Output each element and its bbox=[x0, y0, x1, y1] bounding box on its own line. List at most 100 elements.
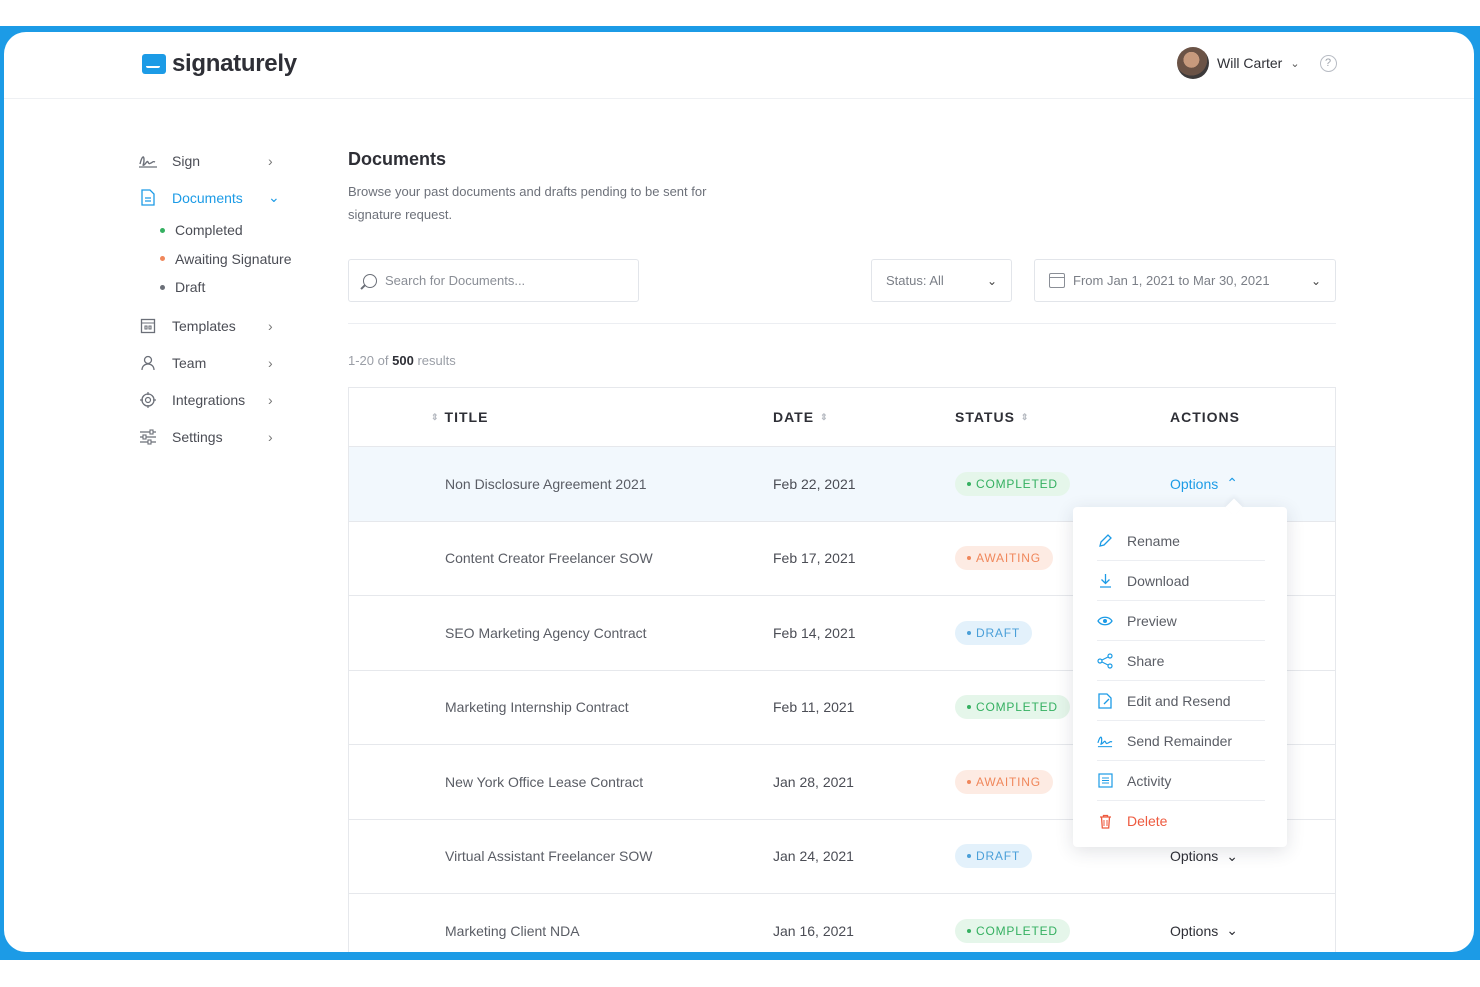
eye-icon bbox=[1097, 613, 1113, 629]
avatar[interactable] bbox=[1177, 47, 1209, 79]
table-row[interactable]: Virtual Assistant Freelancer SOW Jan 24,… bbox=[349, 820, 1335, 894]
pencil-icon bbox=[1097, 533, 1113, 549]
signature-icon bbox=[1097, 733, 1113, 749]
row-title[interactable]: Content Creator Freelancer SOW bbox=[445, 550, 653, 567]
status-filter[interactable]: Status: All ⌄ bbox=[871, 259, 1012, 302]
submenu-label: Draft bbox=[175, 279, 206, 296]
date-range-filter[interactable]: From Jan 1, 2021 to Mar 30, 2021 ⌄ bbox=[1034, 259, 1336, 302]
results-total: 500 bbox=[392, 353, 414, 368]
search-input[interactable] bbox=[385, 273, 615, 288]
sidebar-item-label: Settings bbox=[172, 429, 223, 445]
table-row[interactable]: SEO Marketing Agency Contract Feb 14, 20… bbox=[349, 596, 1335, 671]
sidebar-item-label: Templates bbox=[172, 318, 236, 334]
sidebar-item-sign[interactable]: Sign › bbox=[138, 142, 298, 179]
results-count: 1-20 of 500 results bbox=[348, 353, 456, 368]
menu-item-rename[interactable]: Rename bbox=[1097, 521, 1265, 561]
sort-icon[interactable]: ⇕ bbox=[820, 411, 828, 422]
row-title[interactable]: Virtual Assistant Freelancer SOW bbox=[445, 848, 653, 865]
brand-name: signaturely bbox=[172, 50, 297, 77]
table-row[interactable]: Marketing Client NDA Jan 16, 2021 COMPLE… bbox=[349, 894, 1335, 952]
menu-item-send-remainder[interactable]: Send Remainder bbox=[1097, 721, 1265, 761]
menu-item-edit-resend[interactable]: Edit and Resend bbox=[1097, 681, 1265, 721]
sidebar: Sign › Documents ⌄ Completed Awaiting Si… bbox=[138, 142, 298, 456]
table-row[interactable]: Content Creator Freelancer SOW Feb 17, 2… bbox=[349, 522, 1335, 596]
share-icon bbox=[1097, 652, 1113, 669]
status-badge: AWAITING bbox=[955, 745, 1053, 819]
results-range: 1-20 of bbox=[348, 353, 389, 368]
options-button[interactable]: Options ⌄ bbox=[1170, 922, 1238, 939]
search-icon bbox=[363, 273, 377, 288]
page-title: Documents bbox=[348, 149, 447, 169]
table-row[interactable]: Marketing Internship Contract Feb 11, 20… bbox=[349, 671, 1335, 745]
column-label: DATE bbox=[773, 409, 815, 425]
user-menu[interactable]: Will Carter ⌄ ? bbox=[1177, 47, 1337, 79]
sidebar-item-documents[interactable]: Documents ⌄ bbox=[138, 179, 298, 216]
user-name[interactable]: Will Carter bbox=[1217, 55, 1283, 71]
column-status[interactable]: STATUS ⇕ bbox=[955, 409, 1034, 425]
row-title[interactable]: SEO Marketing Agency Contract bbox=[445, 624, 647, 641]
divider bbox=[348, 323, 1336, 324]
status-badge: DRAFT bbox=[955, 596, 1032, 670]
row-date: Jan 16, 2021 bbox=[773, 922, 854, 939]
menu-item-activity[interactable]: Activity bbox=[1097, 761, 1265, 801]
menu-item-preview[interactable]: Preview bbox=[1097, 601, 1265, 641]
sort-icon[interactable]: ⇕ bbox=[1020, 411, 1029, 422]
menu-item-delete[interactable]: Delete bbox=[1097, 801, 1265, 841]
document-icon bbox=[138, 188, 158, 208]
search-box[interactable] bbox=[348, 259, 639, 302]
chevron-right-icon: › bbox=[268, 429, 273, 445]
status-badge: COMPLETED bbox=[955, 671, 1070, 745]
status-label: DRAFT bbox=[976, 849, 1020, 864]
sidebar-item-integrations[interactable]: Integrations › bbox=[138, 382, 298, 419]
chevron-right-icon: › bbox=[268, 392, 273, 408]
menu-item-label: Preview bbox=[1127, 612, 1177, 629]
documents-submenu: Completed Awaiting Signature Draft bbox=[138, 216, 298, 302]
row-title[interactable]: Marketing Client NDA bbox=[445, 922, 580, 939]
status-badge: DRAFT bbox=[955, 820, 1032, 894]
column-label: TITLE bbox=[444, 409, 489, 425]
chevron-down-icon: ⌄ bbox=[1226, 922, 1238, 939]
chevron-up-icon: ⌃ bbox=[1226, 475, 1238, 492]
status-label: COMPLETED bbox=[976, 923, 1058, 938]
logo-icon bbox=[142, 54, 166, 74]
logo[interactable]: signaturely bbox=[142, 50, 297, 78]
integrations-icon bbox=[138, 390, 158, 410]
status-badge: AWAITING bbox=[955, 522, 1053, 596]
list-icon bbox=[1097, 773, 1113, 789]
submenu-item-draft[interactable]: Draft bbox=[160, 273, 298, 302]
column-label: STATUS bbox=[955, 409, 1015, 425]
status-filter-value: Status: All bbox=[886, 273, 944, 288]
table-row[interactable]: New York Office Lease Contract Jan 28, 2… bbox=[349, 745, 1335, 820]
chevron-down-icon[interactable]: ⌄ bbox=[1290, 57, 1300, 70]
trash-icon bbox=[1097, 813, 1113, 829]
menu-item-share[interactable]: Share bbox=[1097, 641, 1265, 681]
row-title[interactable]: Non Disclosure Agreement 2021 bbox=[445, 475, 647, 492]
column-date[interactable]: DATE ⇕ bbox=[773, 409, 834, 425]
page-description: Browse your past documents and drafts pe… bbox=[348, 184, 707, 222]
submenu-item-awaiting[interactable]: Awaiting Signature bbox=[160, 245, 298, 274]
edit-document-icon bbox=[1097, 692, 1113, 709]
column-title[interactable]: ⇕ TITLE bbox=[425, 409, 488, 425]
row-date: Jan 24, 2021 bbox=[773, 848, 854, 865]
sidebar-item-templates[interactable]: Templates › bbox=[138, 308, 298, 345]
status-label: COMPLETED bbox=[976, 700, 1058, 715]
help-icon[interactable]: ? bbox=[1319, 54, 1337, 72]
menu-item-label: Send Remainder bbox=[1127, 732, 1233, 749]
sidebar-item-label: Integrations bbox=[172, 392, 246, 408]
sort-icon[interactable]: ⇕ bbox=[431, 411, 439, 422]
row-title[interactable]: New York Office Lease Contract bbox=[445, 773, 644, 790]
options-button[interactable]: Options ⌄ bbox=[1170, 848, 1238, 865]
menu-item-download[interactable]: Download bbox=[1097, 561, 1265, 601]
sidebar-item-settings[interactable]: Settings › bbox=[138, 419, 298, 456]
top-bar: signaturely Will Carter ⌄ ? bbox=[4, 32, 1474, 99]
options-button[interactable]: Options ⌃ bbox=[1170, 475, 1238, 492]
chevron-right-icon: › bbox=[268, 152, 273, 169]
sidebar-item-team[interactable]: Team › bbox=[138, 345, 298, 382]
menu-item-label: Download bbox=[1127, 572, 1190, 589]
status-dot bbox=[160, 284, 165, 290]
submenu-item-completed[interactable]: Completed bbox=[160, 216, 298, 245]
menu-item-label: Activity bbox=[1127, 772, 1172, 789]
date-range-value: From Jan 1, 2021 to Mar 30, 2021 bbox=[1073, 273, 1270, 288]
user-icon bbox=[138, 353, 158, 373]
row-title[interactable]: Marketing Internship Contract bbox=[445, 699, 629, 716]
